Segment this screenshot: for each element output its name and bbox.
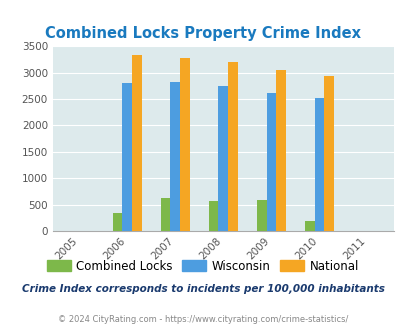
Bar — [160, 198, 170, 231]
Bar — [304, 221, 314, 231]
Bar — [266, 93, 275, 231]
Bar — [275, 71, 285, 231]
Text: Combined Locks Property Crime Index: Combined Locks Property Crime Index — [45, 26, 360, 41]
Bar — [122, 83, 132, 231]
Bar — [170, 82, 180, 231]
Bar — [209, 201, 218, 231]
Text: © 2024 CityRating.com - https://www.cityrating.com/crime-statistics/: © 2024 CityRating.com - https://www.city… — [58, 315, 347, 324]
Bar — [323, 76, 333, 231]
Bar — [180, 58, 189, 231]
Text: Crime Index corresponds to incidents per 100,000 inhabitants: Crime Index corresponds to incidents per… — [21, 284, 384, 294]
Bar — [228, 61, 237, 231]
Bar — [132, 55, 141, 231]
Bar — [314, 98, 323, 231]
Legend: Combined Locks, Wisconsin, National: Combined Locks, Wisconsin, National — [42, 255, 363, 278]
Bar — [256, 200, 266, 231]
Bar — [218, 86, 228, 231]
Bar — [113, 213, 122, 231]
